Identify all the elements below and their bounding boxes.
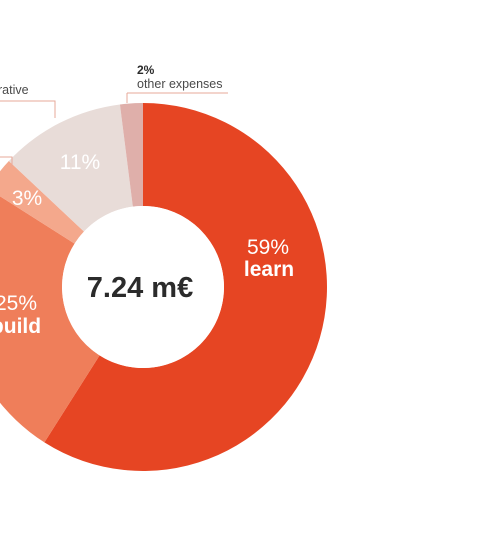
learn-name-label: learn: [244, 258, 294, 281]
learn-percent-label: 59%: [247, 236, 289, 259]
other-expenses-percent-label: 2%: [137, 63, 155, 77]
three-percent-label: 3%: [12, 187, 42, 210]
build-name-label: build: [0, 315, 41, 338]
eleven-percent-label: 11%: [60, 151, 100, 174]
total-label: 7.24 m€: [87, 272, 193, 304]
build-percent-label: 25%: [0, 292, 37, 315]
three-percent-leader-line: [0, 156, 13, 167]
other-expenses-name-label: other expenses: [137, 77, 222, 91]
donut-slice-slice-2: [0, 161, 84, 244]
donut-slice-build: [0, 196, 100, 443]
donut-hole: [62, 206, 224, 368]
donut-slice-other-expenses: [119, 103, 143, 207]
administrative-name-label: rative: [0, 83, 29, 97]
donut-slice-learn: [44, 103, 328, 471]
donut-slice-rative: [8, 104, 133, 232]
administrative-leader-line: [0, 100, 56, 118]
donut-slices: [0, 103, 328, 471]
